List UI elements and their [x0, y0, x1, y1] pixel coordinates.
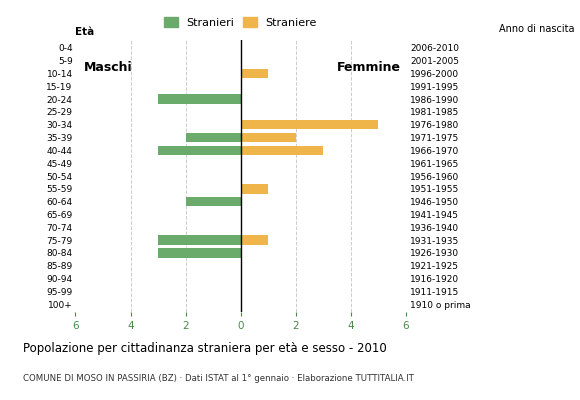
Bar [241, 146, 324, 155]
Bar [241, 120, 379, 130]
Text: COMUNE DI MOSO IN PASSIRIA (BZ) · Dati ISTAT al 1° gennaio · Elaborazione TUTTIT: COMUNE DI MOSO IN PASSIRIA (BZ) · Dati I… [23, 374, 414, 383]
Bar [158, 235, 241, 245]
Bar [241, 68, 268, 78]
Text: Anno di nascita: Anno di nascita [499, 24, 574, 34]
Bar [158, 94, 241, 104]
Text: Femmine: Femmine [337, 61, 401, 74]
Text: Età: Età [75, 28, 95, 38]
Bar [241, 133, 296, 142]
Bar [158, 248, 241, 258]
Bar [241, 235, 268, 245]
Bar [158, 146, 241, 155]
Bar [186, 197, 241, 206]
Bar [241, 184, 268, 194]
Text: Maschi: Maschi [84, 61, 132, 74]
Bar [186, 133, 241, 142]
Legend: Stranieri, Straniere: Stranieri, Straniere [160, 13, 321, 32]
Text: Popolazione per cittadinanza straniera per età e sesso - 2010: Popolazione per cittadinanza straniera p… [23, 342, 387, 355]
